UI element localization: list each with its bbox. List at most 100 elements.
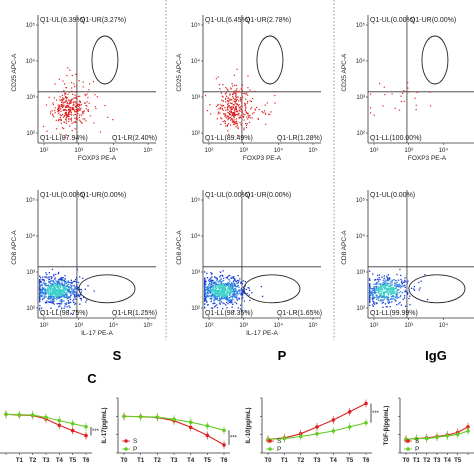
event-dot — [374, 279, 376, 281]
event-dot — [381, 296, 383, 298]
event-dot — [210, 288, 212, 290]
event-dot — [40, 281, 42, 283]
event-dot — [235, 288, 237, 291]
event-dot — [402, 92, 404, 94]
event-dot — [389, 286, 392, 288]
event-dot — [211, 290, 213, 292]
event-dot — [214, 289, 216, 291]
event-dot — [381, 295, 383, 297]
event-dot — [239, 115, 241, 117]
event-dot — [391, 283, 393, 285]
event-dot — [207, 286, 209, 288]
event-dot — [218, 288, 220, 290]
event-dot — [226, 116, 228, 118]
event-dot — [99, 131, 101, 133]
event-dot — [64, 288, 66, 290]
x-tick-label: 10³ — [74, 323, 83, 329]
event-dot — [248, 287, 250, 289]
event-dot — [396, 294, 399, 296]
event-dot — [227, 291, 229, 293]
event-dot — [396, 297, 398, 299]
event-dot — [49, 281, 51, 283]
x-tick-label: 10⁴ — [109, 147, 119, 154]
event-dot — [87, 109, 89, 111]
event-dot — [235, 103, 237, 105]
event-dot — [389, 288, 392, 290]
event-dot — [68, 301, 70, 304]
event-dot — [223, 289, 225, 291]
event-dot — [52, 283, 55, 286]
event-dot — [376, 274, 379, 277]
event-dot — [73, 114, 75, 116]
legend-label-p: P — [415, 446, 419, 453]
event-dot — [75, 298, 77, 300]
event-dot — [209, 287, 211, 289]
event-dot — [216, 277, 218, 280]
event-dot — [394, 292, 396, 294]
event-dot — [238, 106, 240, 109]
event-dot — [206, 292, 208, 294]
event-dot — [50, 276, 52, 278]
event-dot — [42, 125, 45, 127]
event-dot — [46, 302, 48, 304]
event-dot — [372, 297, 374, 299]
event-dot — [61, 98, 63, 100]
event-dot — [399, 301, 401, 304]
event-dot — [51, 276, 53, 278]
event-dot — [238, 104, 240, 106]
event-dot — [386, 306, 388, 308]
event-dot — [67, 290, 70, 292]
event-dot — [389, 301, 391, 303]
event-dot — [39, 285, 41, 287]
event-dot — [225, 283, 228, 286]
event-dot — [225, 294, 227, 296]
event-dot — [221, 287, 223, 289]
event-dot — [369, 296, 371, 298]
event-dot — [233, 290, 235, 292]
event-dot — [403, 90, 405, 92]
y-tick-label: 10³ — [356, 270, 365, 276]
event-dot — [66, 103, 68, 105]
event-dot — [385, 305, 387, 308]
event-dot — [61, 293, 63, 295]
event-dot — [387, 280, 389, 282]
event-dot — [232, 112, 234, 114]
event-dot — [247, 118, 249, 120]
data-point — [466, 425, 470, 429]
event-dot — [210, 300, 212, 303]
event-dot — [63, 101, 65, 103]
event-dot — [251, 117, 253, 119]
gate-ellipse — [408, 274, 466, 304]
event-dot — [71, 98, 73, 101]
event-dot — [236, 103, 238, 105]
event-dot — [39, 275, 41, 277]
event-dot — [72, 290, 74, 292]
event-dot — [246, 102, 248, 104]
event-dot — [216, 290, 218, 292]
event-dot — [387, 285, 389, 287]
event-dot — [229, 274, 231, 277]
event-dot — [87, 96, 89, 99]
event-dot — [397, 289, 399, 291]
event-dot — [86, 93, 88, 95]
event-dot — [209, 283, 211, 285]
event-dot — [205, 292, 207, 295]
event-dot — [227, 107, 229, 109]
event-dot — [373, 301, 375, 303]
event-dot — [408, 91, 410, 93]
event-dot — [248, 294, 250, 296]
event-dot — [235, 97, 237, 99]
event-dot — [231, 287, 233, 289]
event-dot — [58, 290, 60, 292]
event-dot — [393, 292, 395, 294]
event-dot — [50, 291, 52, 293]
event-dot — [227, 303, 229, 305]
event-dot — [220, 275, 222, 277]
event-dot — [229, 102, 231, 104]
event-dot — [66, 285, 68, 287]
y-tick-label: 10² — [26, 131, 35, 137]
event-dot — [392, 287, 394, 289]
data-point — [414, 436, 419, 441]
event-dot — [66, 97, 68, 99]
event-dot — [77, 95, 79, 98]
